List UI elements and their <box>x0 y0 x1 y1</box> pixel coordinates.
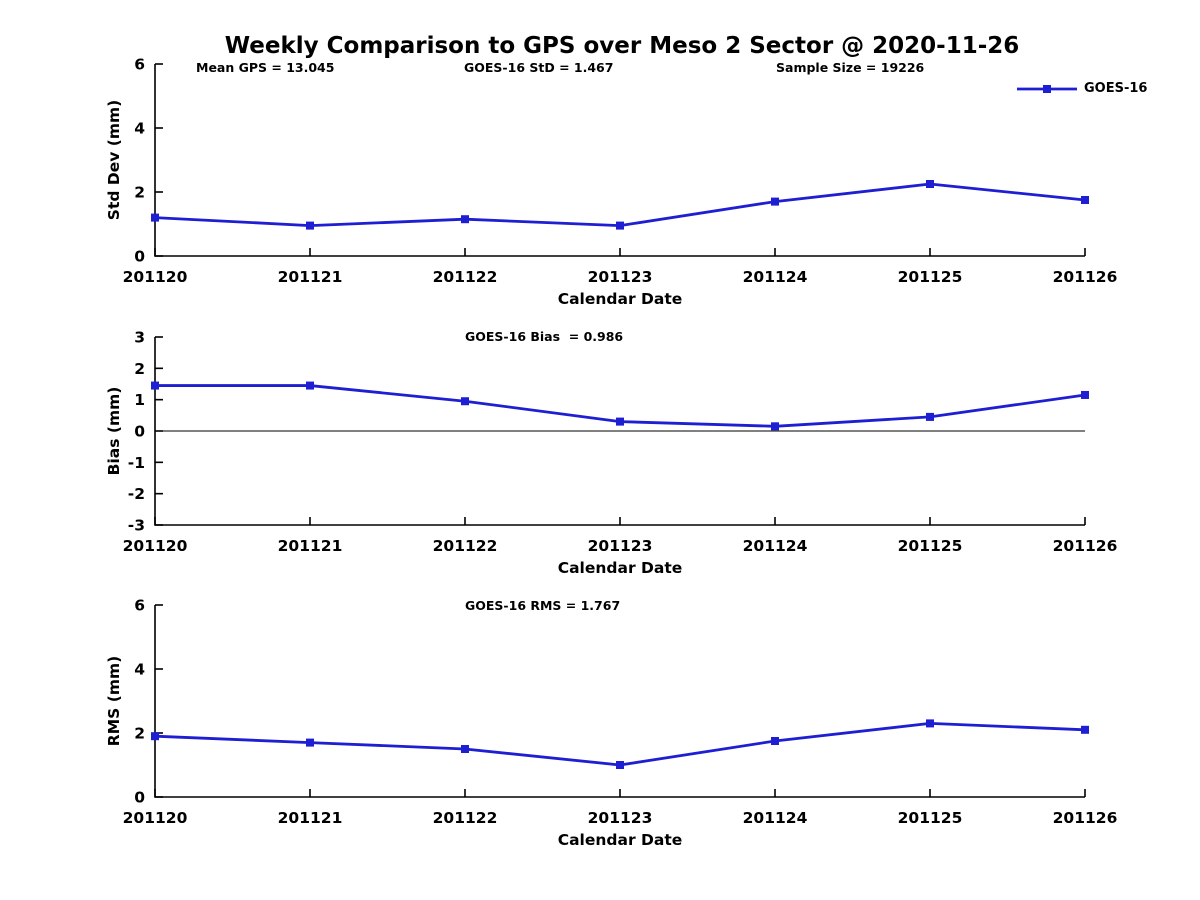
bias-data-marker <box>151 381 159 390</box>
y-tick-label: 6 <box>134 56 145 74</box>
legend-line-marker-icon <box>1017 84 1077 93</box>
x-tick-label: 201126 <box>1053 537 1118 555</box>
x-tick-label: 201125 <box>898 809 963 827</box>
bias-data-marker <box>461 397 469 406</box>
y-tick-label: -2 <box>128 485 145 503</box>
x-tick-label: 201124 <box>743 809 808 827</box>
ylabel-bias: Bias (mm) <box>105 387 123 476</box>
x-tick-label: 201120 <box>123 809 188 827</box>
legend: GOES-16 <box>1016 81 1147 96</box>
x-tick-label: 201121 <box>278 537 343 555</box>
rms-data-marker <box>926 719 934 728</box>
y-tick-label: 2 <box>134 360 145 378</box>
bias-annotation: GOES-16 Bias = 0.986 <box>465 329 624 344</box>
y-tick-label: 6 <box>134 597 145 615</box>
x-tick-label: 201120 <box>123 268 188 286</box>
rms-data-marker <box>771 737 779 745</box>
std-dev-series-line <box>154 182 1086 228</box>
stat-sample-size: Sample Size = 19226 <box>776 60 925 75</box>
rms-data-marker <box>306 738 314 747</box>
x-tick-label: 201125 <box>898 537 963 555</box>
y-tick-label: 2 <box>134 725 145 743</box>
x-tick-label: 201124 <box>743 268 808 286</box>
x-tick-label: 201126 <box>1053 809 1118 827</box>
rms-data-marker <box>151 732 159 741</box>
std-dev-data-marker <box>616 221 624 230</box>
x-tick-label: 201123 <box>588 537 653 555</box>
ylabel-std-dev: Std Dev (mm) <box>105 100 123 220</box>
x-tick-label: 201123 <box>588 809 653 827</box>
y-tick-label: 3 <box>134 329 145 347</box>
bias-data-marker <box>616 417 624 426</box>
rms-subplot: 0 2 4 6 201120 201121 201122 201123 201124 201125… <box>105 597 1117 850</box>
x-tick-label: 201125 <box>898 268 963 286</box>
bias-data-marker <box>1081 390 1089 399</box>
std-dev-data-marker <box>771 197 779 206</box>
std-dev-data-marker <box>151 213 159 222</box>
bias-data-marker <box>771 422 779 431</box>
y-tick-label: -1 <box>128 454 145 472</box>
x-tick-label: 201121 <box>278 268 343 286</box>
legend-series-label: GOES-16 <box>1084 81 1148 96</box>
x-tick-label: 201122 <box>433 809 498 827</box>
std-dev-data-marker <box>306 221 314 230</box>
std-dev-data-marker <box>926 180 934 188</box>
rms-series-line <box>154 722 1086 767</box>
x-tick-label: 201124 <box>743 537 808 555</box>
x-tick-label: 201123 <box>588 268 653 286</box>
std-dev-data-marker <box>461 215 469 224</box>
y-tick-label: 4 <box>134 661 145 679</box>
y-tick-label: 0 <box>134 423 145 441</box>
figure-title: Weekly Comparison to GPS over Meso 2 Sec… <box>224 33 1020 59</box>
x-tick-label: 201122 <box>433 268 498 286</box>
rms-data-marker <box>461 745 469 753</box>
y-tick-label: 2 <box>134 184 145 202</box>
x-tick-label: 201120 <box>123 537 188 555</box>
y-tick-label: -3 <box>128 517 145 535</box>
rms-data-marker <box>1081 725 1089 734</box>
y-tick-label: 0 <box>134 789 145 807</box>
y-tick-label: 4 <box>134 120 145 138</box>
x-tick-label: 201121 <box>278 809 343 827</box>
xlabel-rms: Calendar Date <box>558 831 683 849</box>
xlabel-std-dev: Calendar Date <box>558 290 683 308</box>
std-dev-subplot: 0 2 4 6 201120 201121 201122 201123 201124 201125… <box>105 56 1117 309</box>
y-tick-label: 0 <box>134 248 145 266</box>
rms-annotation: GOES-16 RMS = 1.767 <box>465 598 621 613</box>
stat-mean-gps: Mean GPS = 13.045 <box>196 60 335 75</box>
std-dev-data-marker <box>1081 196 1089 204</box>
x-tick-label: 201126 <box>1053 268 1118 286</box>
ylabel-rms: RMS (mm) <box>105 656 123 746</box>
stat-goes16-std: GOES-16 StD = 1.467 <box>464 60 614 75</box>
xlabel-bias: Calendar Date <box>558 559 683 577</box>
y-tick-label: 1 <box>134 391 145 409</box>
x-tick-label: 201122 <box>433 537 498 555</box>
bias-data-marker <box>306 381 314 390</box>
rms-data-marker <box>616 761 624 769</box>
bias-subplot: -3 -2 -1 0 1 2 3 201120 201121 201122 201123 201124… <box>105 329 1117 578</box>
bias-data-marker <box>926 412 934 421</box>
